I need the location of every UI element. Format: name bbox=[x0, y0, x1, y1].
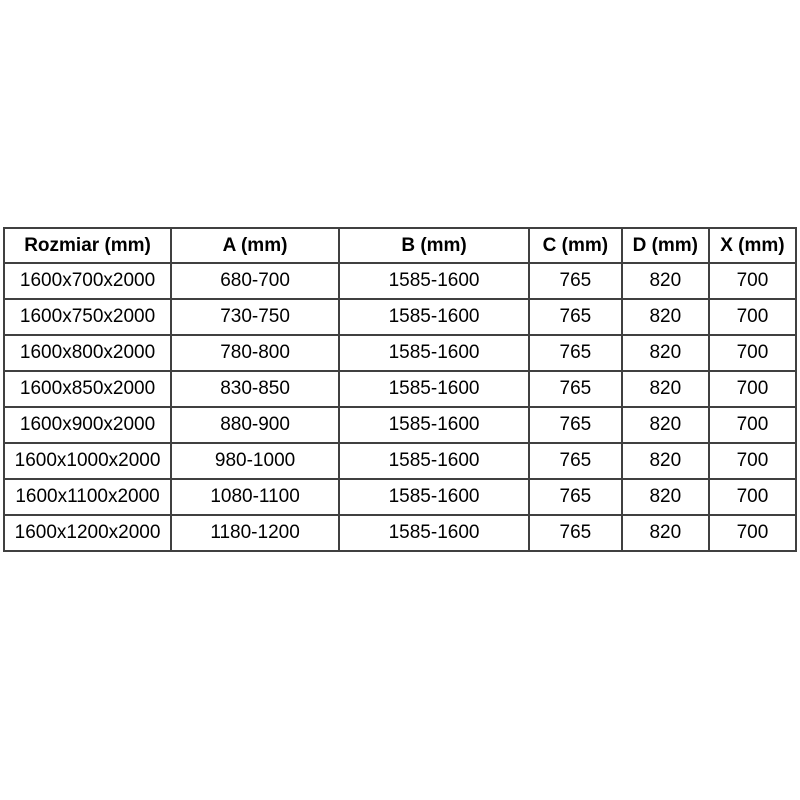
cell-x: 700 bbox=[707, 334, 798, 372]
cell-c: 765 bbox=[528, 406, 623, 444]
cell-b: 1585-1600 bbox=[337, 514, 531, 552]
header-row: Rozmiar (mm) A (mm) B (mm) C (mm) D (mm)… bbox=[2, 227, 798, 264]
column-header-a: A (mm) bbox=[170, 227, 340, 264]
cell-b: 1585-1600 bbox=[337, 478, 531, 516]
cell-x: 700 bbox=[707, 370, 798, 408]
column-header-b: B (mm) bbox=[337, 227, 531, 264]
cell-a: 1080-1100 bbox=[170, 478, 340, 516]
cell-d: 820 bbox=[620, 298, 710, 336]
cell-b: 1585-1600 bbox=[337, 406, 531, 444]
cell-a: 1180-1200 bbox=[170, 514, 340, 552]
cell-c: 765 bbox=[528, 334, 623, 372]
table-row: 1600x800x2000 780-800 1585-1600 765 820 … bbox=[2, 334, 798, 372]
cell-d: 820 bbox=[620, 370, 710, 408]
size-table-container: Rozmiar (mm) A (mm) B (mm) C (mm) D (mm)… bbox=[2, 227, 798, 552]
cell-x: 700 bbox=[707, 478, 798, 516]
cell-a: 780-800 bbox=[170, 334, 340, 372]
cell-x: 700 bbox=[707, 514, 798, 552]
cell-a: 680-700 bbox=[170, 262, 340, 300]
cell-a: 880-900 bbox=[170, 406, 340, 444]
column-header-c: C (mm) bbox=[528, 227, 623, 264]
table-row: 1600x700x2000 680-700 1585-1600 765 820 … bbox=[2, 262, 798, 300]
cell-a: 730-750 bbox=[170, 298, 340, 336]
cell-x: 700 bbox=[707, 442, 798, 480]
cell-b: 1585-1600 bbox=[337, 370, 531, 408]
table-row: 1600x900x2000 880-900 1585-1600 765 820 … bbox=[2, 406, 798, 444]
table-row: 1600x850x2000 830-850 1585-1600 765 820 … bbox=[2, 370, 798, 408]
size-table: Rozmiar (mm) A (mm) B (mm) C (mm) D (mm)… bbox=[2, 227, 798, 552]
cell-b: 1585-1600 bbox=[337, 298, 531, 336]
column-header-x: X (mm) bbox=[707, 227, 798, 264]
cell-x: 700 bbox=[707, 262, 798, 300]
cell-c: 765 bbox=[528, 478, 623, 516]
cell-rozmiar: 1600x800x2000 bbox=[2, 334, 173, 372]
column-header-d: D (mm) bbox=[620, 227, 710, 264]
cell-c: 765 bbox=[528, 514, 623, 552]
cell-x: 700 bbox=[707, 406, 798, 444]
cell-rozmiar: 1600x1100x2000 bbox=[2, 478, 173, 516]
cell-d: 820 bbox=[620, 406, 710, 444]
cell-rozmiar: 1600x700x2000 bbox=[2, 262, 173, 300]
cell-a: 980-1000 bbox=[170, 442, 340, 480]
cell-c: 765 bbox=[528, 442, 623, 480]
cell-d: 820 bbox=[620, 262, 710, 300]
table-row: 1600x1000x2000 980-1000 1585-1600 765 82… bbox=[2, 442, 798, 480]
cell-d: 820 bbox=[620, 442, 710, 480]
cell-x: 700 bbox=[707, 298, 798, 336]
table-row: 1600x1100x2000 1080-1100 1585-1600 765 8… bbox=[2, 478, 798, 516]
cell-b: 1585-1600 bbox=[337, 334, 531, 372]
cell-c: 765 bbox=[528, 298, 623, 336]
cell-d: 820 bbox=[620, 334, 710, 372]
cell-b: 1585-1600 bbox=[337, 442, 531, 480]
cell-d: 820 bbox=[620, 514, 710, 552]
table-row: 1600x1200x2000 1180-1200 1585-1600 765 8… bbox=[2, 514, 798, 552]
cell-a: 830-850 bbox=[170, 370, 340, 408]
table-row: 1600x750x2000 730-750 1585-1600 765 820 … bbox=[2, 298, 798, 336]
cell-rozmiar: 1600x750x2000 bbox=[2, 298, 173, 336]
cell-c: 765 bbox=[528, 262, 623, 300]
cell-c: 765 bbox=[528, 370, 623, 408]
cell-rozmiar: 1600x850x2000 bbox=[2, 370, 173, 408]
cell-rozmiar: 1600x1200x2000 bbox=[2, 514, 173, 552]
cell-rozmiar: 1600x1000x2000 bbox=[2, 442, 173, 480]
column-header-rozmiar: Rozmiar (mm) bbox=[2, 227, 173, 264]
cell-b: 1585-1600 bbox=[337, 262, 531, 300]
cell-d: 820 bbox=[620, 478, 710, 516]
cell-rozmiar: 1600x900x2000 bbox=[2, 406, 173, 444]
